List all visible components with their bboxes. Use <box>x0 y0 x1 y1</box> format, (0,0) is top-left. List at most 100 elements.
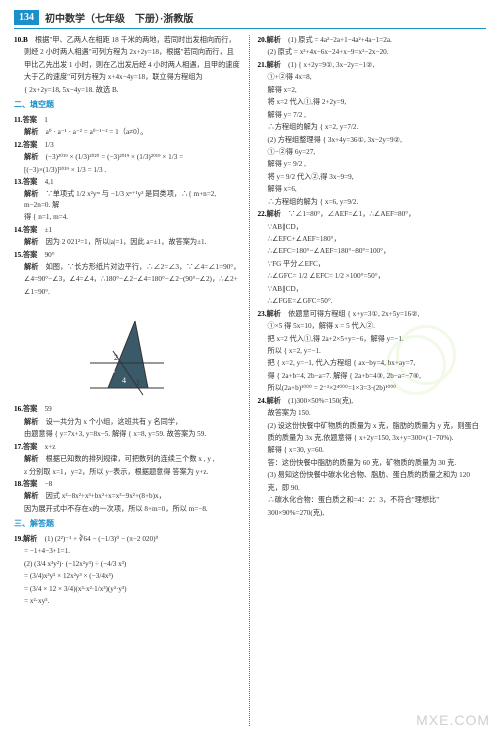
q17-ans: x+z <box>45 443 56 451</box>
q10-text2: 则经 2 小时两人相遇"可列方程为 2x+2y=18，根据"若同向而行，且 <box>14 47 243 57</box>
q24-l0: (1)300×50%=150(克), <box>288 397 353 405</box>
q13-exp-label: 解析 <box>24 190 38 198</box>
q21-l6: ∴方程组的解为 { x=2, y=7/2. <box>258 122 487 132</box>
q18-exp1: 因式 x²−8x²+x³+bx²+x=x³−9x²+(8+b)x， <box>46 492 166 500</box>
diagram-label-3: 3 <box>111 366 115 375</box>
q22-l8: ∴∠FGE=∠GFC=50°. <box>258 296 487 306</box>
q15-diagram: 2 4 3 1 <box>78 303 178 398</box>
page-header: 134 初中数学（七年级 下册）·浙教版 <box>14 10 486 29</box>
q19-l3: (2) (3/4 x³y²)· (−12x²y³) ÷ (−4/3 x³) <box>14 559 243 569</box>
q24-l7: 克，即 90. <box>258 483 487 493</box>
watermark-icon <box>386 325 456 395</box>
q21-l1: (1) { x+2y=9①, 3x−2y=−1②, <box>288 61 374 69</box>
q18-ans: −8 <box>45 480 53 488</box>
q24-l3: 质的质量为 3x 克,依题意得 { x+2y=150, 3x+y=300×(1−… <box>258 433 487 443</box>
q24-l2: (2) 设这份快餐中矿物质的质量为 x 克，脂肪的质量为 y 克，则蛋白 <box>258 421 487 431</box>
q13-exp2: 得 { n=1, m=4. <box>14 212 243 222</box>
q21-l3: 解得 x=2, <box>258 85 487 95</box>
q19-num: 19. <box>14 535 23 543</box>
q21-l12: ∴方程组的解为 { x=6, y=9/2. <box>258 197 487 207</box>
q11-exp-label: 解析 <box>24 128 38 136</box>
q20-exp-label: 解析 <box>266 36 280 44</box>
section-3-title: 三、解答题 <box>14 518 243 530</box>
q16-exp1: 设一共分为 x 个小组，这班共有 y 名同学， <box>46 418 183 426</box>
q15-ans: 90° <box>45 251 55 259</box>
q10-text4: 大于乙的速度"可列方程为 x+4x−4y=18，联立得方程组为 <box>14 72 243 82</box>
q24-l4: 解得 { x=30, y=60. <box>258 445 487 455</box>
diagram-label-1: 1 <box>136 378 140 387</box>
q21-l5: 解得 y= 7/2 , <box>258 110 487 120</box>
q22-l6: ∴∠GFC= 1/2 ∠EFC= 1/2 ×100°=50°， <box>258 271 487 281</box>
q20-l1: (1) 原式 = 4a²−2a+1−4a²+4a−1=2a. <box>288 36 392 44</box>
watermark-text: MXE.COM <box>416 712 490 728</box>
q14-exp: 因为 2 021²=1，所以|a|=1，因此 a=±1，故答案为±1. <box>46 238 207 246</box>
q12-ans-label: 答案 <box>23 141 37 149</box>
q16-exp2: 由题意得 { y=7x+3, y=8x−5. 解得 { x=8, y=59. 故… <box>14 429 243 439</box>
q24-l5: 答：这份快餐中脂肪的质量为 60 克，矿物质的质量为 30 克. <box>258 458 487 468</box>
q17-exp1: 根据已知数的排列规律，可把数列的连续三个数 x , y , <box>46 455 215 463</box>
q21-l9: 解得 y= 9/2 , <box>258 159 487 169</box>
q22-l7: ∵AB∥CD， <box>258 284 487 294</box>
q15-exp1: 如图，∵长方形纸片对边平行，∴∠2=∠3，∵∠4=∠1=90°， <box>46 263 241 271</box>
q15-num: 15. <box>14 251 23 259</box>
q18-num: 18. <box>14 480 23 488</box>
q11-exp: a⁰ · a⁻¹ · a⁻² = a⁰⁻¹⁻² = 1（a≠0）。 <box>46 128 148 136</box>
q17-exp2: z 分别取 x=1，y=2，所以 y−表示，根据题意得 答案为 y+z. <box>14 467 243 477</box>
q24-exp-label: 解析 <box>266 397 280 405</box>
q19-l2: = −1+4−3+1=1. <box>14 546 243 556</box>
q10-text1: 根据"甲、乙两人在相距 18 千米的两地，若同时出发相向而行， <box>35 36 236 44</box>
page-title: 初中数学（七年级 下册）·浙教版 <box>45 10 193 25</box>
q12-exp1: (−3)²⁰¹⁹ × (1/3)²⁰²⁰ = (−3)²⁰¹⁹ × (1/3)²… <box>46 153 184 161</box>
q24-l6: (3) 易知这份快餐中碳水化合物、脂肪、蛋白质的质量之和为 120 <box>258 470 487 480</box>
q22-l5: ∵FG 平分∠EFC， <box>258 259 487 269</box>
q24-l1: 故答案为 150. <box>258 408 487 418</box>
q10-eq: { 2x+2y=18, 5x−4y=18. 故选 B. <box>14 85 243 95</box>
q19-l6: = x²·xy⁵. <box>14 596 243 606</box>
q16-num: 16. <box>14 405 23 413</box>
q21-l4: 将 x=2 代入①,得 2+2y=9, <box>258 97 487 107</box>
q11-ans: 1 <box>44 116 48 124</box>
q22-exp-label: 解析 <box>266 210 280 218</box>
q13-ans-label: 答案 <box>23 178 37 186</box>
q15-exp3: ∠1=90°. <box>14 287 243 297</box>
q23-l0: 依题意可得方程组 { x+y=3①, 2x+5y=16②, <box>288 310 419 318</box>
q17-exp-label: 解析 <box>24 455 38 463</box>
page-number: 134 <box>14 10 39 25</box>
q11-ans-label: 答案 <box>23 116 37 124</box>
q12-exp-label: 解析 <box>24 153 38 161</box>
q20-l2: (2) 原式 = x²+4x−6x−24+x−9=x²−2x−20. <box>258 47 487 57</box>
q18-exp-label: 解析 <box>24 492 38 500</box>
q19-l1: (1) (2²)⁻¹ + ∛64 − (−1/3)⁰ − (π−2 020)⁰ <box>45 535 159 543</box>
q22-l1: ∵∠1=80°，∠AEF=∠1，∴∠AEF=80°， <box>288 210 415 218</box>
q12-ans: 1/3 <box>45 141 54 149</box>
q13-num: 13. <box>14 178 23 186</box>
q16-exp-label: 解析 <box>24 418 38 426</box>
section-2-title: 二、填空题 <box>14 99 243 111</box>
q10-num: 10.B <box>14 36 28 44</box>
q15-exp-label: 解析 <box>24 263 38 271</box>
q23-exp-label: 解析 <box>266 310 280 318</box>
q17-ans-label: 答案 <box>23 443 37 451</box>
q14-num: 14. <box>14 226 23 234</box>
q14-ans: ±1 <box>45 226 53 234</box>
q21-l2: ①+②得 4x=8, <box>258 72 487 82</box>
q19-exp-label: 解析 <box>23 535 37 543</box>
q22-l2: ∵AB∥CD， <box>258 222 487 232</box>
q19-l5: = (3/4 × 12 × 3/4)(x³·x²·1/x³)(y²·y³) <box>14 584 243 594</box>
q13-ans: 4,1 <box>45 178 54 186</box>
q12-exp2: [(−3)×(1/3)]²⁰¹⁹ × 1/3 = 1/3 . <box>14 165 243 175</box>
q24-l9: 300×90%=270(克), <box>258 508 487 518</box>
q22-l3: ∴∠EFC+∠AEF=180°， <box>258 234 487 244</box>
q10-text3: 甲比乙先出发 1 小时，则在乙出发后经 4 小时两人相遇，且甲的速度 <box>14 60 243 70</box>
q15-exp2: ∠4=90°−∠3，∠4=∠4，∴180°−∠2−∠4=180°−∠2−(90°… <box>14 274 243 284</box>
diagram-label-2: 2 <box>114 353 118 362</box>
q24-l8: ∴碳水化合物：蛋白质之和=4：2：3，不符合"理想比" <box>258 495 487 505</box>
q18-exp2: 因为展开式中不存在x的一次项，所以 8+m=0，所以 m=−8. <box>14 504 243 514</box>
q21-l8: ①−②得 6y=27, <box>258 147 487 157</box>
q13-exp1: ∵单项式 1/2 x²yᵐ 与 −1/3 xⁿ⁺¹y³ 是同类项，∴{ m+n=… <box>24 190 216 208</box>
q21-l11: 解得 x=6, <box>258 184 487 194</box>
left-column: 10.B 根据"甲、乙两人在相距 18 千米的两地，若同时出发相向而行， 则经 … <box>14 35 250 726</box>
q17-num: 17. <box>14 443 23 451</box>
q22-l4: ∴∠EFC=180°−∠AEF=180°−80°=100°， <box>258 246 487 256</box>
q21-l7: (2) 方程组整理得 { 3x+4y=36①, 3x−2y=9②, <box>258 135 487 145</box>
